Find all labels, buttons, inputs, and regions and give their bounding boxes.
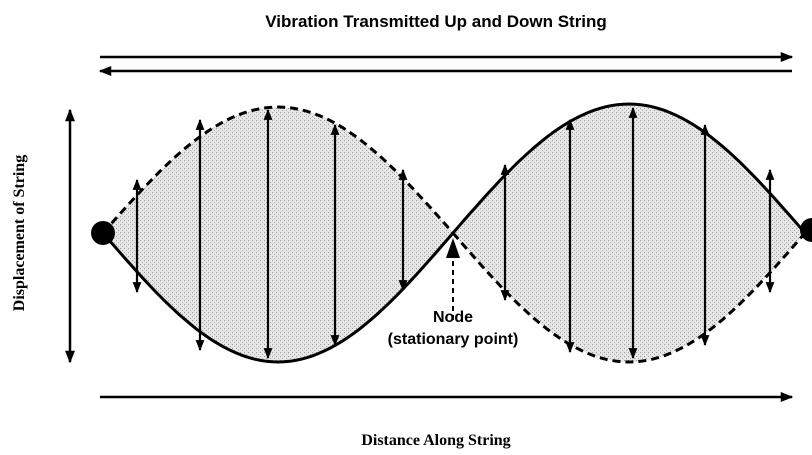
wave-fill <box>103 107 453 362</box>
y-axis-label: Displacement of String <box>11 155 28 311</box>
string-curve <box>101 232 455 364</box>
string-curve <box>451 232 807 364</box>
string-end <box>91 221 115 245</box>
string-curve <box>101 105 455 234</box>
string-end <box>800 218 812 242</box>
node-label: Node <box>433 309 473 326</box>
node-arrowhead <box>446 238 460 258</box>
title: Vibration Transmitted Up and Down String <box>265 12 607 31</box>
x-axis-label: Distance Along String <box>361 432 510 449</box>
wave <box>101 102 807 364</box>
string-curve <box>451 102 807 234</box>
node-label: (stationary point) <box>388 331 519 348</box>
